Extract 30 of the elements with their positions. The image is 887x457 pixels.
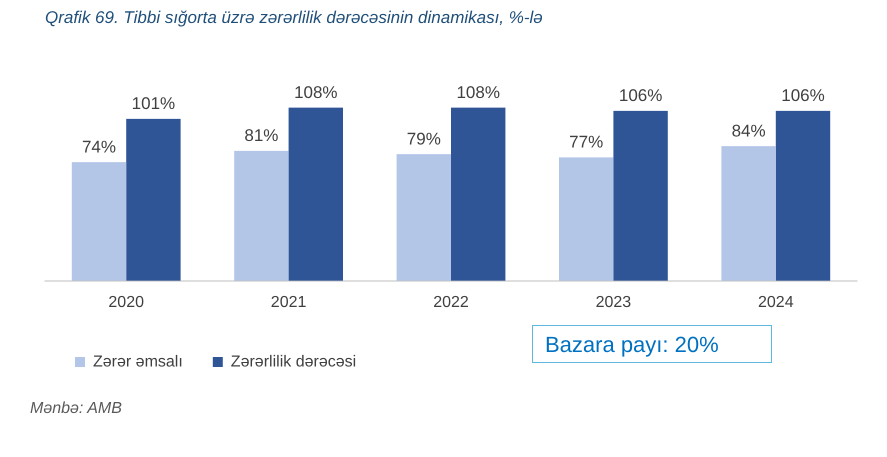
text: Bazara payı: 20% — [532, 325, 772, 363]
bar — [721, 146, 776, 281]
data-label: 108% — [294, 82, 338, 102]
x-tick-label: 2021 — [270, 294, 306, 311]
data-label: 84% — [732, 121, 766, 140]
x-tick-label: 2022 — [433, 294, 469, 311]
x-tick-label: 2024 — [758, 294, 794, 311]
legend-label: Zərər əmsalı — [93, 353, 183, 370]
legend-label: Zərərlilik dərəcəsi — [230, 353, 356, 370]
text: Mənbə: AMB — [30, 400, 122, 418]
bar — [72, 162, 126, 281]
bar — [776, 110, 830, 281]
bar — [451, 108, 506, 281]
data-label: 106% — [781, 86, 825, 106]
data-label: 81% — [244, 126, 278, 146]
bar — [288, 108, 344, 281]
x-tick-label: 2020 — [108, 294, 144, 311]
x-tick-label: 2023 — [596, 294, 632, 311]
chart-title: Qrafik 69. Tibbi sığorta üzrə zərərlilik dərəcəsinin dinamikası, %-lə — [45, 8, 543, 27]
data-label: 106% — [618, 86, 662, 106]
bar — [558, 157, 614, 281]
data-label: 108% — [456, 82, 500, 102]
data-label: 101% — [132, 94, 176, 114]
data-label: 74% — [82, 137, 116, 156]
bar — [234, 150, 289, 281]
bar — [613, 110, 668, 281]
data-label: 77% — [569, 132, 604, 152]
bar — [126, 118, 181, 281]
data-label: 79% — [406, 129, 441, 148]
bar — [396, 154, 451, 281]
